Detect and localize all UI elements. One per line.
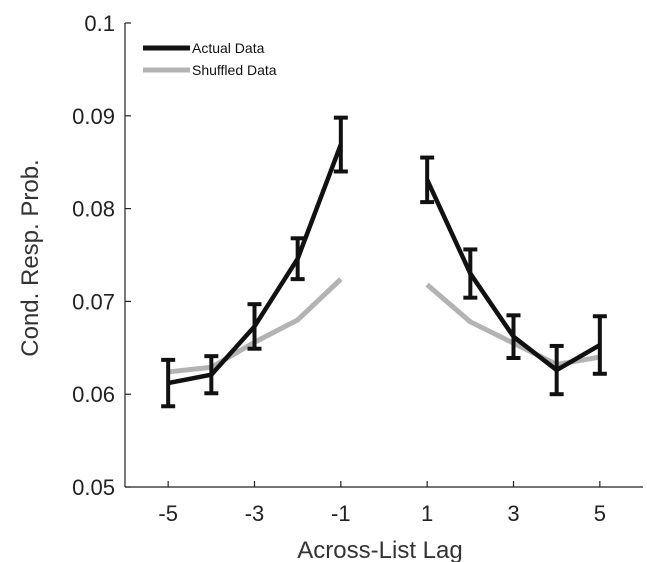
- y-tick-label: 0.05: [72, 475, 115, 500]
- axes: 0.05 0.06 0.07 0.08 0.09 0.1 -5 -3 -1 1 3 5: [72, 11, 643, 526]
- series-layer: [161, 115, 607, 409]
- legend-label: Shuffled Data: [192, 62, 277, 78]
- x-tick-label: 1: [421, 501, 433, 526]
- x-axis-title: Across-List Lag: [297, 537, 462, 562]
- x-tick-label: -1: [331, 501, 351, 526]
- y-tick-label: 0.07: [72, 289, 115, 314]
- y-tick-label: 0.08: [72, 197, 115, 222]
- legend: Actual Data Shuffled Data: [143, 40, 277, 78]
- y-axis-title: Cond. Resp. Prob.: [17, 159, 44, 356]
- x-tick-label: 5: [594, 501, 606, 526]
- y-tick-label: 0.09: [72, 104, 115, 129]
- x-tick-label: -5: [158, 501, 178, 526]
- x-tick-label: -3: [245, 501, 265, 526]
- y-tick-label: 0.1: [84, 11, 115, 36]
- y-tick-label: 0.06: [72, 382, 115, 407]
- legend-label: Actual Data: [192, 40, 265, 56]
- x-tick-label: 3: [507, 501, 519, 526]
